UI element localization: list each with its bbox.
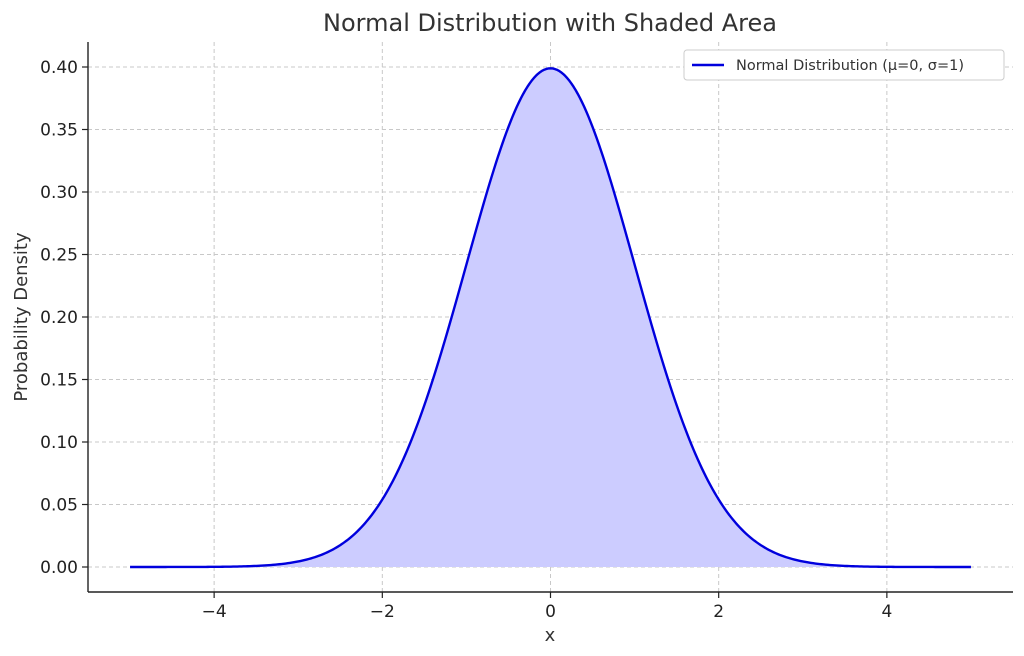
x-tick-label: 2 [713, 602, 724, 622]
chart-title: Normal Distribution with Shaded Area [323, 9, 777, 37]
x-ticks: −4 −2 0 2 4 [202, 592, 892, 622]
legend-box [683, 49, 1005, 81]
legend-label: Normal Distribution (μ=0, σ=1) [736, 58, 964, 74]
y-ticks: 0.00 0.05 0.10 0.15 0.20 0.25 0.30 0.35 0.40 [40, 58, 88, 578]
y-tick-label: 0.20 [40, 308, 78, 328]
x-tick-label: 0 [545, 602, 556, 622]
legend: Normal Distribution (μ=0, σ=1) [683, 49, 1005, 81]
y-tick-label: 0.25 [40, 246, 78, 266]
x-axis-label: x [545, 625, 556, 646]
y-tick-label: 0.10 [40, 433, 78, 453]
shaded-area [130, 68, 971, 567]
y-tick-label: 0.00 [40, 558, 78, 578]
y-axis-label: Probability Density [11, 232, 32, 402]
y-tick-label: 0.15 [40, 371, 78, 391]
y-tick-label: 0.05 [40, 496, 78, 516]
x-tick-label: 4 [881, 602, 892, 622]
x-tick-label: −4 [202, 602, 227, 622]
plot-area [130, 67, 971, 569]
y-tick-label: 0.40 [40, 58, 78, 78]
y-tick-label: 0.30 [40, 183, 78, 203]
series-line [130, 67, 971, 569]
x-tick-label: −2 [370, 602, 395, 622]
y-tick-label: 0.35 [40, 121, 78, 141]
